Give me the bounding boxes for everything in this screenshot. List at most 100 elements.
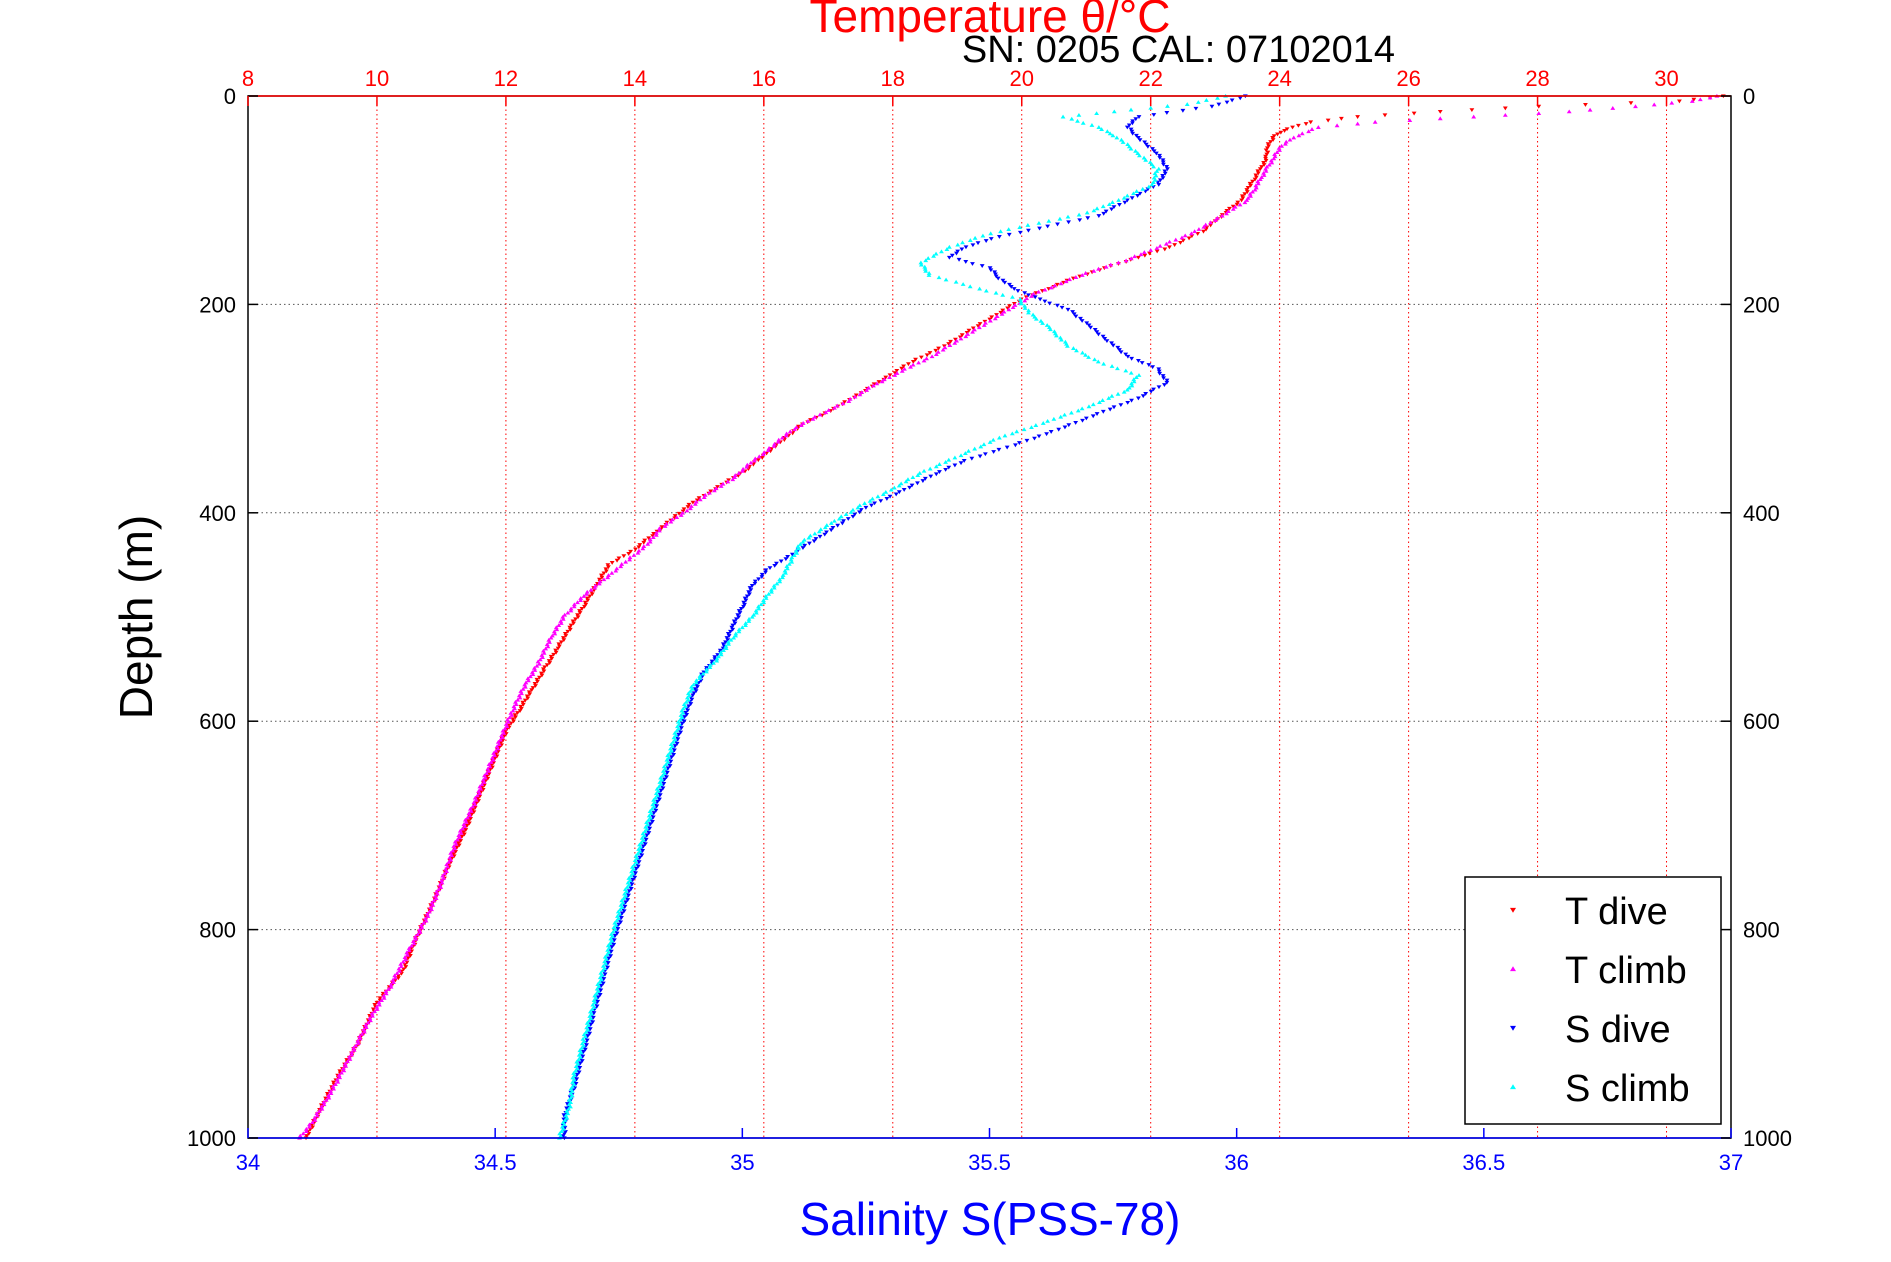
data-point [690, 500, 696, 505]
data-point [1123, 352, 1129, 357]
data-point [734, 617, 739, 622]
data-point [1338, 116, 1344, 121]
data-point [993, 290, 999, 295]
data-point [943, 467, 949, 472]
data-point [563, 634, 569, 638]
data-point [884, 496, 890, 501]
data-point [400, 959, 406, 964]
data-point [627, 557, 633, 562]
data-point [520, 686, 526, 691]
data-point [528, 674, 533, 679]
data-point [337, 1069, 343, 1074]
legend-label: T climb [1565, 950, 1687, 992]
data-point [1255, 181, 1261, 186]
data-point [883, 489, 889, 494]
data-point [952, 455, 958, 460]
data-point [1263, 148, 1269, 153]
data-point [922, 266, 928, 271]
data-point [640, 849, 646, 853]
data-point [1382, 113, 1388, 118]
data-point [449, 853, 455, 858]
data-point [328, 1088, 334, 1093]
data-point [1129, 383, 1135, 388]
data-point [1209, 104, 1215, 109]
data-point [617, 907, 623, 912]
data-point [980, 233, 986, 238]
data-point [736, 629, 742, 634]
data-point [331, 1086, 337, 1091]
data-point [396, 966, 402, 971]
data-point [720, 481, 726, 486]
salinity-tick-label: 37 [1719, 1150, 1743, 1175]
data-point [1355, 115, 1361, 119]
data-point [872, 501, 878, 506]
data-point [960, 240, 965, 245]
data-point [397, 968, 402, 973]
data-point [1051, 416, 1057, 421]
data-point [714, 658, 720, 663]
data-point [850, 507, 856, 512]
data-point [1100, 398, 1105, 402]
depth-tick-label-left: 1000 [187, 1126, 236, 1151]
data-point [539, 653, 545, 657]
data-point [1022, 298, 1028, 303]
data-point [812, 531, 818, 536]
data-point [760, 452, 766, 457]
data-point [540, 655, 545, 660]
data-point [947, 343, 953, 348]
data-point [653, 808, 659, 813]
data-point [605, 575, 611, 580]
data-point [1042, 287, 1048, 292]
data-point [817, 412, 823, 417]
data-point [952, 340, 958, 345]
data-point [473, 797, 479, 802]
data-point [769, 589, 774, 594]
data-point [636, 548, 642, 553]
data-point [1156, 385, 1162, 390]
data-point [878, 499, 884, 504]
data-point [995, 276, 1001, 281]
data-point [1138, 252, 1144, 257]
data-point [612, 938, 617, 943]
data-point [633, 547, 638, 552]
data-point [1141, 250, 1147, 254]
data-point [746, 619, 752, 623]
data-point [1407, 118, 1413, 122]
data-point [742, 602, 747, 607]
data-point [802, 543, 808, 548]
data-point [838, 514, 844, 519]
data-point [619, 916, 624, 920]
data-point [1263, 166, 1268, 171]
data-point [928, 474, 934, 479]
data-point [529, 670, 535, 674]
data-point [605, 961, 611, 965]
data-point [571, 621, 576, 626]
data-point [624, 889, 629, 894]
data-point [1102, 336, 1108, 341]
data-point [576, 1070, 582, 1075]
data-point [643, 837, 649, 842]
data-point [653, 795, 658, 800]
data-point [717, 648, 723, 653]
data-point [1092, 328, 1098, 332]
data-point [394, 971, 400, 975]
data-point [1058, 414, 1064, 419]
data-point [1100, 334, 1106, 339]
data-point [605, 965, 610, 970]
data-point [1244, 188, 1250, 192]
data-point [1255, 179, 1261, 184]
data-point [561, 1113, 567, 1118]
data-point [653, 532, 659, 537]
data-point [626, 552, 632, 556]
data-point [417, 927, 422, 932]
data-point [1219, 213, 1225, 218]
data-point [372, 1009, 378, 1014]
data-point [599, 983, 604, 988]
legend-label: S dive [1565, 1009, 1671, 1051]
data-point [992, 316, 998, 321]
data-point [1101, 211, 1107, 216]
data-point [584, 591, 589, 596]
data-point [513, 715, 518, 720]
data-point [1083, 416, 1089, 421]
data-point [578, 1050, 584, 1055]
